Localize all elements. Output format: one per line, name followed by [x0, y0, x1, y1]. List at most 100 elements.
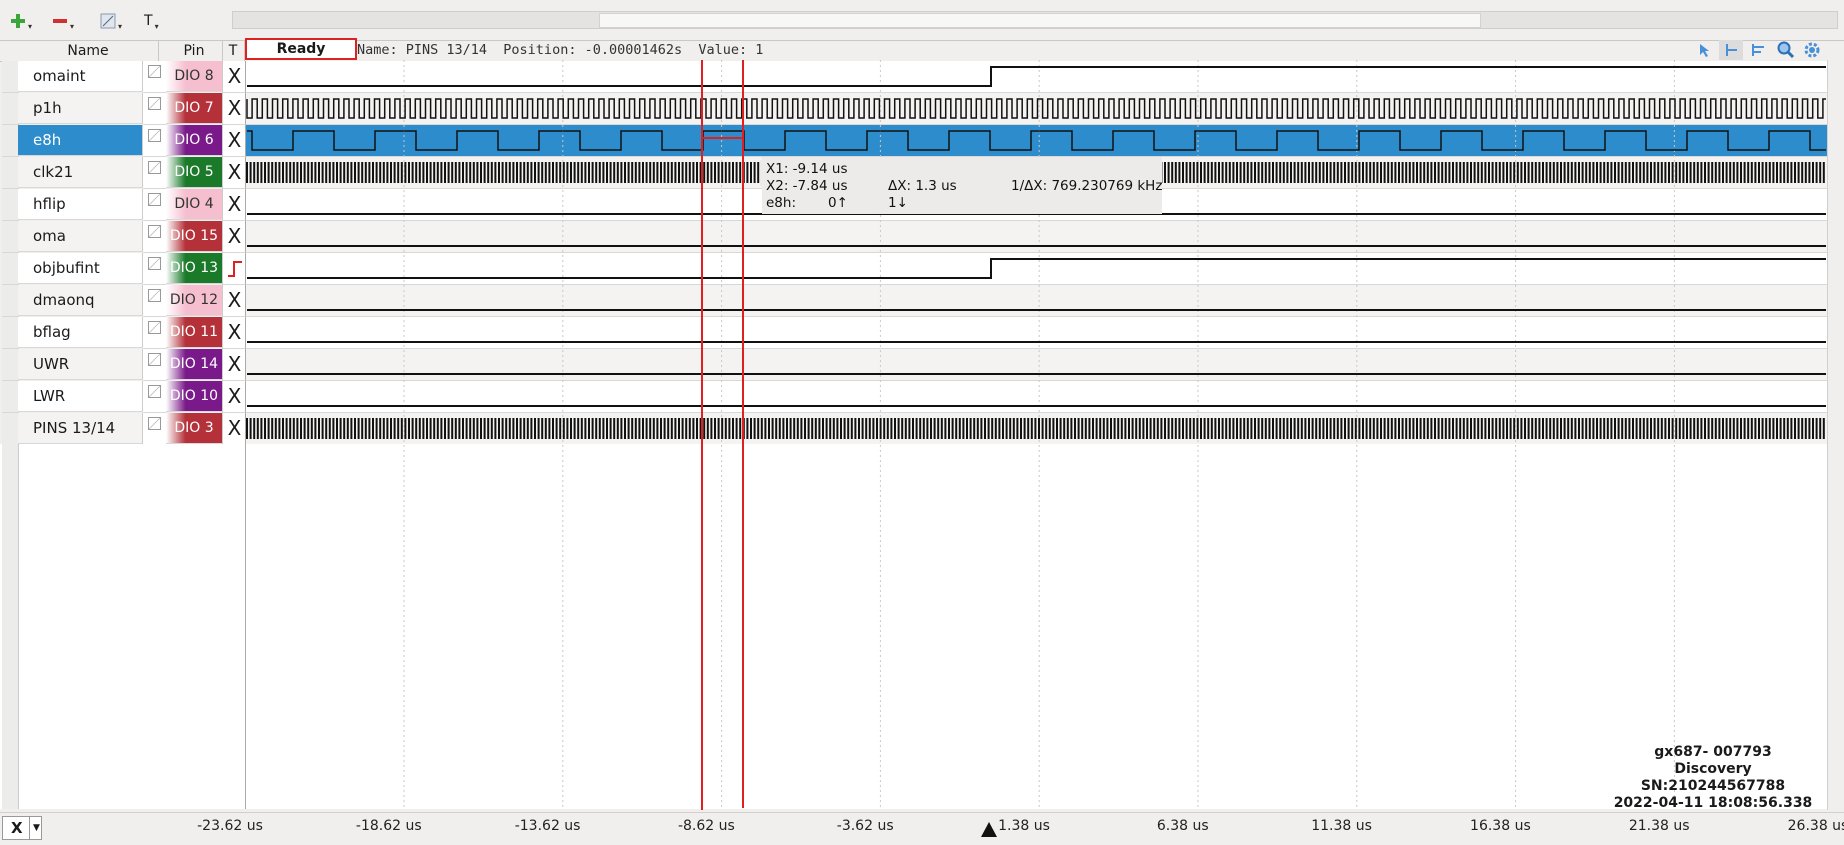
signal-config-button[interactable]	[143, 349, 166, 381]
signal-row[interactable]: bflag DIO 11 X	[0, 317, 1844, 349]
signal-config-button[interactable]	[143, 381, 166, 413]
signal-config-button[interactable]	[143, 189, 166, 221]
signal-config-button[interactable]	[143, 125, 166, 157]
signal-pin[interactable]: DIO 14	[166, 349, 222, 380]
signal-config-button[interactable]	[143, 61, 166, 93]
row-selector[interactable]	[2, 381, 19, 413]
trigger-none[interactable]: X	[222, 157, 246, 189]
signal-config-button[interactable]	[143, 221, 166, 253]
signal-pin[interactable]: DIO 12	[166, 285, 222, 316]
add-signal-button[interactable]: ▾	[10, 10, 32, 32]
signal-pin[interactable]: DIO 10	[166, 381, 222, 412]
signal-pin[interactable]: DIO 11	[166, 317, 222, 348]
row-selector[interactable]	[2, 349, 19, 381]
trigger-none[interactable]: X	[222, 349, 246, 381]
signal-name[interactable]: PINS 13/14	[18, 413, 143, 444]
signal-name[interactable]: clk21	[18, 157, 143, 188]
signal-row[interactable]: LWR DIO 10 X	[0, 381, 1844, 413]
settings-button[interactable]	[1800, 40, 1824, 60]
signal-name[interactable]: bflag	[18, 317, 143, 348]
trigger-none[interactable]: X	[222, 61, 246, 93]
signal-name[interactable]: objbufint	[18, 253, 143, 284]
edit-signal-button[interactable]: ▾	[100, 10, 122, 32]
row-selector[interactable]	[2, 253, 19, 285]
signal-name[interactable]: LWR	[18, 381, 143, 412]
name-column-header[interactable]: Name	[18, 41, 159, 61]
trigger-none[interactable]: X	[222, 381, 246, 413]
trigger-none[interactable]: X	[222, 93, 246, 125]
signal-pin[interactable]: DIO 3	[166, 413, 222, 444]
trigger-rising-edge[interactable]	[222, 253, 246, 285]
waveform-track[interactable]	[245, 253, 1828, 285]
waveform-track[interactable]	[245, 125, 1828, 157]
trigger-position-marker[interactable]	[980, 820, 998, 838]
vertical-scrollbar[interactable]	[1827, 60, 1844, 810]
trigger-column-header[interactable]: T	[222, 41, 245, 61]
trigger-none[interactable]: X	[222, 285, 246, 317]
text-format-button[interactable]: T ▾	[144, 13, 159, 31]
trigger-none[interactable]: X	[222, 413, 246, 445]
pointer-tool-button[interactable]	[1692, 40, 1716, 60]
row-selector[interactable]	[2, 317, 19, 349]
waveform-track[interactable]	[245, 413, 1828, 445]
row-selector[interactable]	[2, 61, 19, 93]
signal-name[interactable]: e8h	[18, 125, 143, 156]
signal-config-button[interactable]	[143, 413, 166, 445]
trigger-none[interactable]: X	[222, 221, 246, 253]
waveform-track[interactable]	[245, 93, 1828, 125]
trigger-none[interactable]: X	[222, 189, 246, 221]
scrollbar-thumb[interactable]	[599, 13, 1481, 28]
signal-name[interactable]: oma	[18, 221, 143, 252]
signal-pin[interactable]: DIO 4	[166, 189, 222, 220]
edit-icon	[148, 385, 161, 398]
horizontal-scrollbar[interactable]	[232, 11, 1838, 29]
trigger-none[interactable]: X	[222, 317, 246, 349]
signal-name[interactable]: UWR	[18, 349, 143, 380]
row-selector[interactable]	[2, 93, 19, 125]
tooltip-delta-x: ΔX: 1.3 us	[888, 178, 957, 194]
remove-signal-button[interactable]: ▾	[52, 10, 74, 32]
signal-row[interactable]: objbufint DIO 13	[0, 253, 1844, 285]
row-selector[interactable]	[2, 221, 19, 253]
trigger-none[interactable]: X	[222, 125, 246, 157]
waveform-track[interactable]	[245, 221, 1828, 253]
row-selector[interactable]	[2, 189, 19, 221]
signal-pin[interactable]: DIO 15	[166, 221, 222, 252]
signal-row[interactable]: dmaonq DIO 12 X	[0, 285, 1844, 317]
signal-pin[interactable]: DIO 8	[166, 61, 222, 92]
signal-config-button[interactable]	[143, 253, 166, 285]
waveform-track[interactable]	[245, 317, 1828, 349]
signal-row[interactable]: UWR DIO 14 X	[0, 349, 1844, 381]
waveform-track[interactable]	[245, 381, 1828, 413]
signal-name[interactable]: hflip	[18, 189, 143, 220]
measure-tool-button[interactable]	[1746, 40, 1770, 60]
waveform-track[interactable]	[245, 285, 1828, 317]
waveform-track[interactable]	[245, 61, 1828, 93]
signal-pin[interactable]: DIO 6	[166, 125, 222, 156]
cursor-tool-button[interactable]	[1719, 40, 1743, 60]
axis-mode-select[interactable]: X ▼	[2, 816, 42, 840]
waveform-track[interactable]	[245, 349, 1828, 381]
row-selector[interactable]	[2, 125, 19, 157]
signal-row[interactable]: oma DIO 15 X	[0, 221, 1844, 253]
row-selector[interactable]	[2, 413, 19, 445]
signal-config-button[interactable]	[143, 285, 166, 317]
signal-name[interactable]: omaint	[18, 61, 143, 92]
signal-config-button[interactable]	[143, 317, 166, 349]
zoom-tool-button[interactable]	[1774, 40, 1798, 60]
signal-name[interactable]: p1h	[18, 93, 143, 124]
signal-pin[interactable]: DIO 5	[166, 157, 222, 188]
pin-column-header[interactable]: Pin	[166, 41, 223, 61]
row-selector[interactable]	[2, 157, 19, 189]
signal-config-button[interactable]	[143, 93, 166, 125]
signal-name[interactable]: dmaonq	[18, 285, 143, 316]
plus-icon	[11, 14, 25, 28]
signal-pin[interactable]: DIO 13	[166, 253, 222, 284]
signal-config-button[interactable]	[143, 157, 166, 189]
row-selector[interactable]	[2, 285, 19, 317]
signal-pin[interactable]: DIO 7	[166, 93, 222, 124]
